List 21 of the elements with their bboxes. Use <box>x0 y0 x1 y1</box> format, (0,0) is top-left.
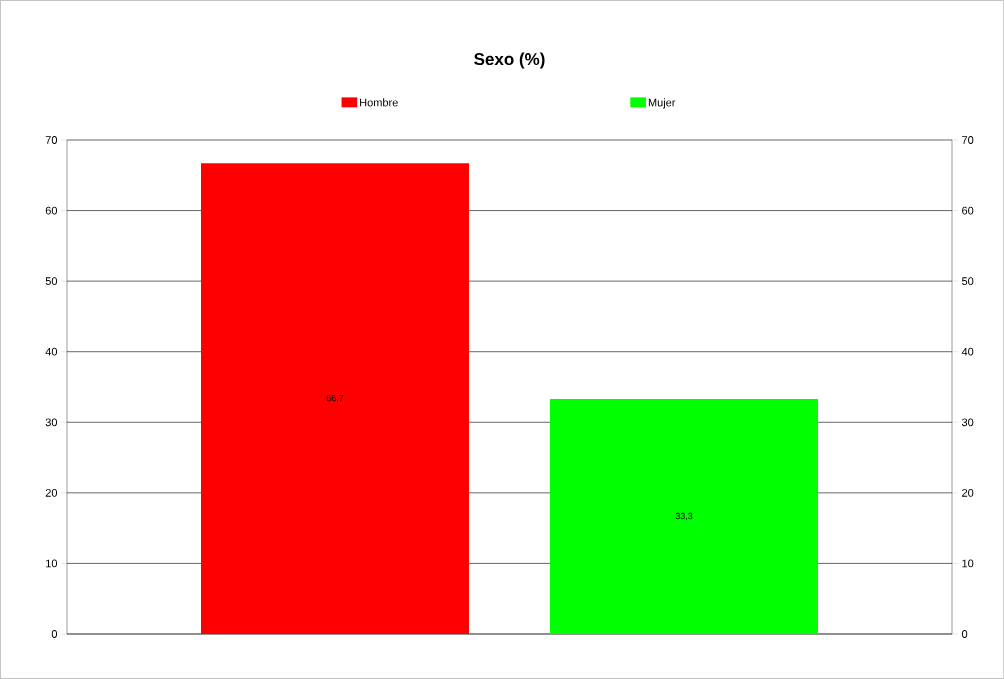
y-tick-label: 60 <box>45 206 58 215</box>
y-tick-label: 10 <box>46 559 58 568</box>
y2-tick-label: 0 <box>961 630 968 638</box>
y2-tick-label: 40 <box>961 347 974 356</box>
y2-tick-label: 50 <box>961 277 974 286</box>
y-tick-label: 40 <box>45 347 58 356</box>
y2-tick-label: 70 <box>962 136 974 144</box>
y-tick-label: 0 <box>51 630 58 638</box>
legend-label: Hombre <box>360 98 398 107</box>
y2-tick-label: 30 <box>961 418 974 427</box>
y-tick-label: 20 <box>45 488 58 497</box>
data-label: 33,3 <box>675 512 693 521</box>
chart-title: Sexo (%) <box>474 52 545 69</box>
data-label: 66,7 <box>326 394 344 403</box>
legend-label: Mujer <box>648 98 676 109</box>
y-tick-label: 70 <box>45 136 58 144</box>
y-tick-label: 30 <box>45 418 58 427</box>
y2-tick-label: 60 <box>962 206 974 215</box>
y2-tick-label: 10 <box>962 559 974 568</box>
y-tick-label: 50 <box>45 277 58 286</box>
y2-tick-label: 20 <box>962 488 974 497</box>
